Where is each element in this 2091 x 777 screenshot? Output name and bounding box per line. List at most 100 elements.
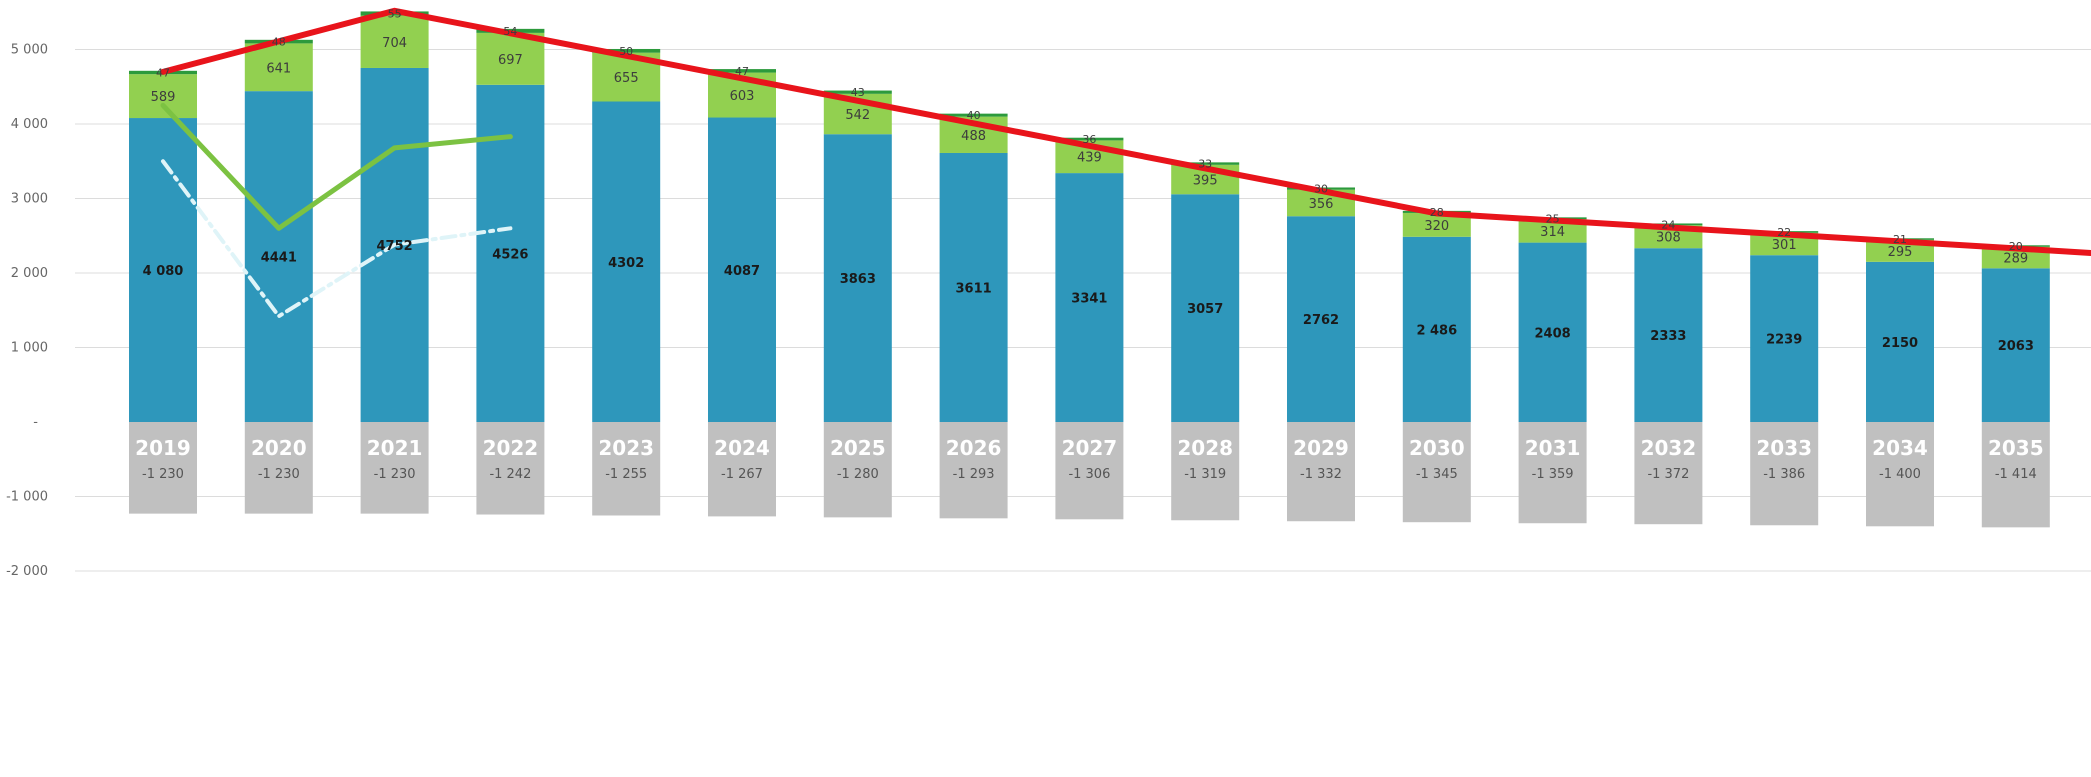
year-label: 2031 xyxy=(1525,436,1581,460)
bar-grey xyxy=(1518,422,1587,524)
bar-grey xyxy=(1402,422,1471,523)
bar-lightgreen xyxy=(244,43,313,92)
y-tick-label: - xyxy=(33,415,38,430)
label-lightgreen: 488 xyxy=(961,129,986,144)
bar-blue xyxy=(708,117,776,423)
bar-blue xyxy=(1866,261,1934,422)
bar-grey xyxy=(592,422,661,516)
year-label: 2022 xyxy=(483,436,539,460)
year-label: 2034 xyxy=(1872,436,1928,460)
label-blue: 4752 xyxy=(377,239,413,254)
label-lightgreen: 697 xyxy=(498,53,523,68)
label-blue: 2063 xyxy=(1998,339,2034,354)
label-grey: -1 400 xyxy=(1879,467,1921,482)
bar-darkgreen xyxy=(823,90,892,94)
label-grey: -1 255 xyxy=(605,467,647,482)
y-tick-label: 4 000 xyxy=(11,117,48,132)
label-lightgreen: 704 xyxy=(382,36,407,51)
label-grey: -1 386 xyxy=(1763,467,1805,482)
label-darkgreen: 50 xyxy=(619,45,633,58)
bar-grey xyxy=(1866,422,1934,527)
label-blue: 2239 xyxy=(1766,333,1802,348)
line-green-actual xyxy=(160,102,513,231)
year-label: 2035 xyxy=(1988,436,2044,460)
label-grey: -1 267 xyxy=(721,467,763,482)
bar-grey xyxy=(476,422,545,515)
data-labels: 4 080 589 47 2019 -1 230 4441 641 48 2020 -1 230 4… xyxy=(135,7,2043,482)
bar-grey xyxy=(1750,422,1819,526)
bar-blue xyxy=(1402,236,1471,422)
label-grey: -1 345 xyxy=(1416,467,1458,482)
bar-grey xyxy=(823,422,892,518)
year-label: 2019 xyxy=(135,436,191,460)
bar-blue xyxy=(1171,194,1240,422)
bar-lightgreen xyxy=(1402,212,1471,237)
label-grey: -1 414 xyxy=(1995,467,2037,482)
label-darkgreen: 54 xyxy=(503,25,517,38)
label-darkgreen: 47 xyxy=(156,66,170,79)
bar-grey xyxy=(1634,422,1703,525)
bar-blue xyxy=(244,91,313,422)
y-axis: 5 000 4 000 3 000 2 000 1 000 - -1 000 -2 000 xyxy=(6,43,48,580)
label-lightgreen: 655 xyxy=(614,71,639,86)
bar-darkgreen xyxy=(939,113,1008,117)
label-grey: -1 230 xyxy=(258,467,300,482)
label-blue: 4441 xyxy=(261,251,297,266)
label-darkgreen: 47 xyxy=(735,65,749,78)
label-grey: -1 230 xyxy=(374,467,416,482)
year-label: 2029 xyxy=(1293,436,1349,460)
bar-blue xyxy=(1634,248,1703,422)
bar-grey xyxy=(939,422,1008,519)
y-tick-label: 3 000 xyxy=(11,192,48,207)
label-lightgreen: 641 xyxy=(266,61,291,76)
y-tick-label: 1 000 xyxy=(11,341,48,356)
label-blue: 4526 xyxy=(492,247,528,262)
bar-blue xyxy=(823,134,892,423)
bar-blue xyxy=(129,118,197,422)
trend-lines xyxy=(160,7,2091,319)
label-darkgreen: 24 xyxy=(1661,218,1675,231)
bar-blue xyxy=(1518,242,1587,422)
bar-darkgreen xyxy=(708,69,776,73)
label-grey: -1 359 xyxy=(1532,467,1574,482)
year-label: 2033 xyxy=(1756,436,1812,460)
y-tick-label: 2 000 xyxy=(11,266,48,281)
bar-blue xyxy=(1981,268,2050,422)
bar-grey xyxy=(1055,422,1124,520)
year-label: 2027 xyxy=(1062,436,1118,460)
bar-lightgreen xyxy=(360,15,429,68)
label-darkgreen: 36 xyxy=(1082,133,1096,146)
bar-lightgreen xyxy=(1518,219,1587,243)
bar-grey xyxy=(1171,422,1240,521)
label-lightgreen: 301 xyxy=(1772,238,1797,253)
label-darkgreen: 30 xyxy=(1314,183,1328,196)
label-darkgreen: 28 xyxy=(1430,206,1444,219)
bar-grey xyxy=(708,422,776,517)
label-grey: -1 372 xyxy=(1647,467,1689,482)
bar-darkgreen xyxy=(1171,162,1240,165)
y-tick-label: 5 000 xyxy=(11,43,48,58)
label-blue: 3863 xyxy=(840,272,876,287)
label-grey: -1 280 xyxy=(837,467,879,482)
label-blue: 3611 xyxy=(956,281,992,296)
year-label: 2025 xyxy=(830,436,886,460)
label-lightgreen: 308 xyxy=(1656,231,1681,246)
label-blue: 2408 xyxy=(1535,326,1571,341)
bar-darkgreen xyxy=(1634,223,1703,226)
year-label: 2026 xyxy=(946,436,1002,460)
year-label: 2020 xyxy=(251,436,307,460)
label-grey: -1 293 xyxy=(953,467,995,482)
bar-blue xyxy=(1055,173,1124,422)
label-lightgreen: 314 xyxy=(1540,225,1565,240)
label-darkgreen: 21 xyxy=(1893,233,1907,246)
label-blue: 2762 xyxy=(1303,313,1339,328)
line-total-trend xyxy=(160,7,2091,256)
line-cyan-dashdot xyxy=(161,159,513,319)
bar-blue xyxy=(939,152,1008,422)
bar-lightgreen xyxy=(476,32,545,85)
bar-grey xyxy=(244,422,313,514)
label-darkgreen: 33 xyxy=(1198,158,1212,171)
label-grey: -1 242 xyxy=(489,467,531,482)
label-grey: -1 319 xyxy=(1184,467,1226,482)
